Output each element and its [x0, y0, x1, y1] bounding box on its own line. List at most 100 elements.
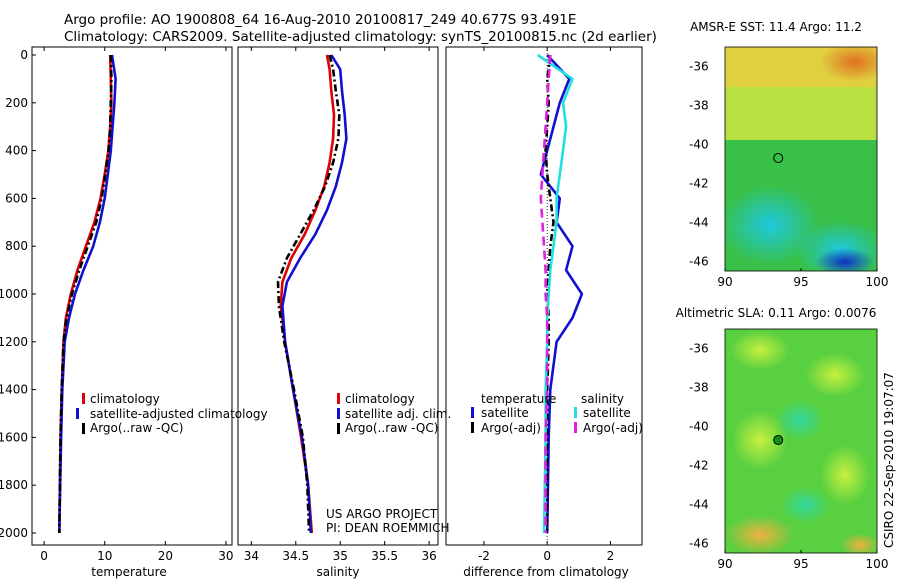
sla-high-4 [820, 445, 870, 505]
map-ytick-label: -44 [689, 497, 709, 511]
legend-swatch-sal-argo [574, 422, 577, 433]
map-ytick-label: -42 [689, 458, 709, 472]
legend-label-satellite-adjusted: satellite-adjusted climatology [90, 407, 268, 421]
map-ytick-label: -38 [689, 380, 709, 394]
temperature-xlabel: temperature [91, 565, 166, 579]
temperature-legend: climatology satellite-adjusted climatolo… [76, 392, 268, 435]
map-xtick-label: 95 [793, 557, 808, 571]
depth-ytick-label: 400 [5, 144, 28, 158]
map-ytick-label: -46 [689, 536, 709, 550]
salinity-series-climatology [279, 54, 336, 534]
project-line1: US ARGO PROJECT [326, 507, 438, 521]
difference-axes-frame [445, 46, 643, 546]
map-ytick-label: -36 [689, 341, 709, 355]
legend-label-temp-argo: Argo(-adj) [481, 421, 541, 435]
depth-ytick-label: 1200 [0, 335, 28, 349]
depth-ytick-label: 1600 [0, 430, 28, 444]
temperature-series-satellite-adjusted-climatology [58, 54, 117, 534]
salinity-xtick-label: 36 [421, 549, 436, 563]
temperature-xtick-label: 10 [97, 549, 112, 563]
salinity-series-argo-raw-qc [276, 54, 341, 534]
difference-xtick-label: 0 [543, 549, 551, 563]
difference-xtick-label: -2 [478, 549, 490, 563]
legend-swatch-argo [82, 423, 85, 434]
salinity-xlabel: salinity [316, 565, 359, 579]
legend-label-sal-argo: Argo(-adj) [583, 421, 643, 435]
sst-warm-spot [820, 47, 877, 82]
legend-swatch-temp-argo [471, 422, 474, 433]
legend-label-argo: Argo(..raw -QC) [90, 421, 183, 435]
temperature-axes-frame [31, 46, 233, 546]
depth-ytick-label: 1000 [0, 287, 28, 301]
project-line2: PI: DEAN ROEMMICH [326, 521, 449, 535]
salinity-panel: 34 34.5 35 35.5 36 salinity climatology sate… [237, 46, 451, 579]
legend-title-salinity: salinity [581, 392, 624, 406]
temperature-series-climatology [58, 54, 113, 534]
depth-ytick-label: 1800 [0, 478, 28, 492]
salinity-xtick-label: 34.5 [282, 549, 309, 563]
salinity-legend: climatology satellite adj. clim. Argo(..… [337, 392, 451, 435]
salinity-xtick-label: 35 [333, 549, 348, 563]
legend-label-satellite-adj: satellite adj. clim. [345, 407, 451, 421]
depth-ytick-label: 0 [20, 48, 28, 62]
depth-ytick-label: 1400 [0, 383, 28, 397]
difference-series-salinity-argo-adj [539, 54, 552, 533]
map-ytick-label: -40 [689, 137, 709, 151]
difference-series-salinity-satellite [536, 53, 574, 534]
sla-low-1 [775, 400, 825, 440]
map-xtick-label: 90 [717, 557, 732, 571]
sst-argo-location-marker [773, 153, 784, 164]
sst-cold-spot [815, 248, 875, 271]
sla-warm-1 [725, 515, 795, 553]
legend-label-climatology: climatology [90, 392, 160, 406]
sla-map-title: Altimetric SLA: 0.11 Argo: 0.0076 [676, 306, 877, 320]
depth-ytick-label: 600 [5, 191, 28, 205]
sla-heatmap [725, 329, 877, 553]
salinity-series-satellite-adj-clim [281, 54, 348, 534]
legend-label-sal-satellite: satellite [583, 406, 631, 420]
legend-label-climatology: climatology [345, 392, 415, 406]
map-ytick-label: -42 [689, 176, 709, 190]
map-ytick-label: -40 [689, 419, 709, 433]
sst-map-panel: AMSR-E SST: 11.4 Argo: 11.2 -36 -38 -40 -42… [689, 20, 888, 289]
depth-ytick-label: 200 [5, 96, 28, 110]
temperature-panel: 0 200 400 600 800 1000 1200 1400 1600 1800 2000 0 10… [0, 46, 268, 579]
salinity-axes-frame [237, 46, 439, 546]
legend-swatch-satellite-adj [337, 408, 340, 419]
sla-high-3 [732, 410, 788, 470]
legend-swatch-argo [337, 423, 340, 434]
map-ytick-label: -36 [689, 59, 709, 73]
temperature-xtick-label: 0 [40, 549, 48, 563]
depth-ytick-label: 800 [5, 239, 28, 253]
legend-label-argo: Argo(..raw -QC) [345, 421, 438, 435]
temperature-xtick-label: 20 [158, 549, 173, 563]
sla-argo-location-marker [773, 435, 784, 446]
profile-title: Argo profile: AO 1900808_64 16-Aug-2010 … [64, 12, 577, 28]
sst-map-title: AMSR-E SST: 11.4 Argo: 11.2 [690, 20, 862, 34]
difference-series-temperature-satellite [539, 54, 584, 534]
sla-high-2 [805, 353, 865, 397]
salinity-xtick-label: 35.5 [371, 549, 398, 563]
temperature-xtick-label: 30 [218, 549, 233, 563]
difference-xtick-label: 2 [607, 549, 615, 563]
legend-swatch-sal-satellite [574, 407, 577, 418]
depth-ytick-label: 2000 [0, 526, 28, 540]
map-xtick-label: 90 [717, 275, 732, 289]
legend-swatch-climatology [82, 393, 85, 404]
map-ytick-label: -38 [689, 98, 709, 112]
sla-map-panel: Altimetric SLA: 0.11 Argo: 0.0076 -36 -38… [676, 306, 889, 571]
legend-swatch-satellite-adjusted [76, 408, 79, 419]
map-xtick-label: 95 [793, 275, 808, 289]
legend-label-temp-satellite: satellite [481, 406, 529, 420]
legend-swatch-climatology [337, 393, 340, 404]
salinity-xtick-label: 34 [244, 549, 259, 563]
legend-swatch-temp-satellite [471, 407, 474, 418]
sla-low-2 [780, 487, 830, 523]
temperature-series-argo-raw-qc [58, 54, 113, 534]
difference-panel: -2 0 2 difference from climatology tempera… [445, 46, 643, 579]
sst-heatmap [725, 47, 877, 271]
sla-high-1 [730, 330, 790, 370]
legend-title-temperature: temperature [481, 392, 556, 406]
map-xtick-label: 100 [866, 557, 889, 571]
